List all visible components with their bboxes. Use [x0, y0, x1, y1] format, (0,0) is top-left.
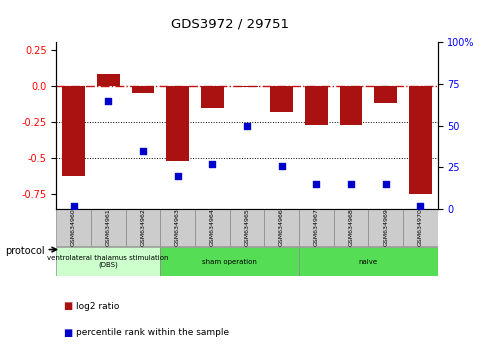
- Point: [277, 163, 285, 169]
- Bar: [125, 209, 160, 246]
- Bar: [91, 209, 125, 246]
- Point: [416, 203, 424, 209]
- Bar: [270, 86, 292, 112]
- Bar: [333, 209, 367, 246]
- Text: GSM634970: GSM634970: [417, 209, 422, 246]
- Text: GSM634967: GSM634967: [313, 209, 318, 246]
- Point: [312, 181, 320, 187]
- Bar: [201, 86, 223, 108]
- Point: [104, 98, 112, 104]
- Text: GSM634969: GSM634969: [383, 209, 387, 246]
- Bar: [305, 86, 327, 125]
- Point: [173, 173, 181, 178]
- Bar: [166, 86, 188, 161]
- Text: GDS3972 / 29751: GDS3972 / 29751: [170, 17, 288, 30]
- Text: GSM634963: GSM634963: [175, 209, 180, 246]
- Bar: [339, 86, 362, 125]
- Bar: [56, 209, 91, 246]
- Text: GSM634962: GSM634962: [140, 209, 145, 246]
- Bar: [298, 209, 333, 246]
- Bar: [195, 209, 229, 246]
- Text: GSM634965: GSM634965: [244, 209, 249, 246]
- Text: log2 ratio: log2 ratio: [76, 302, 119, 311]
- Text: GSM634966: GSM634966: [279, 209, 284, 246]
- Bar: [160, 209, 195, 246]
- Text: protocol: protocol: [5, 246, 44, 256]
- Bar: [160, 247, 298, 276]
- Bar: [97, 74, 119, 86]
- Bar: [235, 86, 258, 87]
- Text: ventrolateral thalamus stimulation
(DBS): ventrolateral thalamus stimulation (DBS): [47, 255, 169, 268]
- Bar: [298, 247, 437, 276]
- Text: sham operation: sham operation: [202, 259, 257, 265]
- Bar: [264, 209, 298, 246]
- Point: [346, 181, 354, 187]
- Bar: [367, 209, 402, 246]
- Text: GSM634961: GSM634961: [105, 209, 110, 246]
- Text: GSM634968: GSM634968: [348, 209, 353, 246]
- Text: GSM634960: GSM634960: [71, 209, 76, 246]
- Point: [243, 123, 250, 129]
- Bar: [374, 86, 396, 103]
- Text: GSM634964: GSM634964: [209, 209, 214, 246]
- Text: percentile rank within the sample: percentile rank within the sample: [76, 328, 228, 337]
- Point: [208, 161, 216, 167]
- Point: [69, 203, 77, 209]
- Bar: [131, 86, 154, 93]
- Bar: [229, 209, 264, 246]
- Bar: [56, 247, 160, 276]
- Text: ■: ■: [63, 301, 73, 311]
- Text: ■: ■: [63, 328, 73, 338]
- Bar: [402, 209, 437, 246]
- Point: [139, 148, 146, 154]
- Text: naive: naive: [358, 259, 377, 265]
- Bar: [62, 86, 85, 176]
- Point: [381, 181, 389, 187]
- Bar: [408, 86, 431, 194]
